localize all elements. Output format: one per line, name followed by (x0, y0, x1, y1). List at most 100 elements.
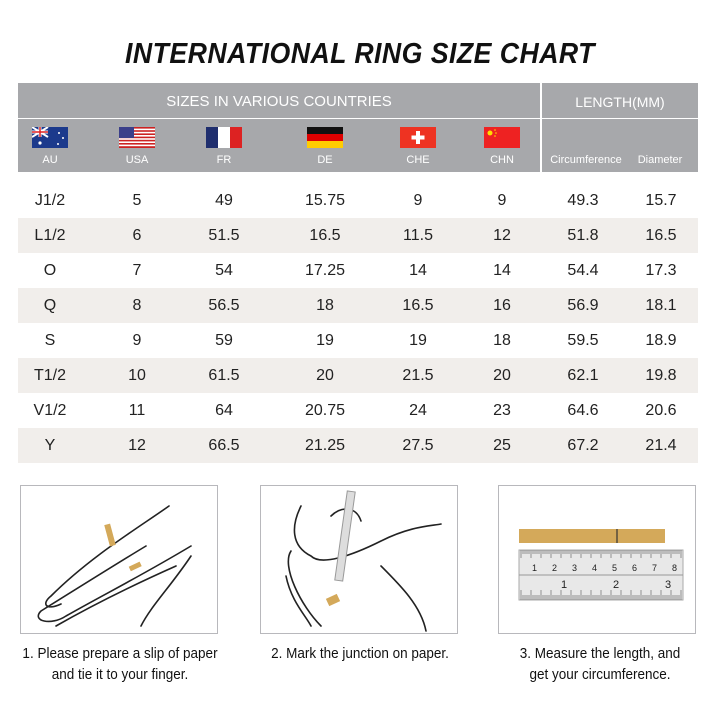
step1-caption: 1. Please prepare a slip of paper and tie… (12, 643, 228, 685)
cell-de: 21.25 (304, 437, 346, 454)
table-row: L1/2 6 51.5 16.5 11.5 12 51.8 16.5 (18, 218, 698, 253)
cell-au: S (44, 332, 56, 349)
cell-chn: 18 (493, 332, 511, 349)
cell-de: 20.75 (304, 402, 346, 419)
cell-chn: 25 (493, 437, 511, 454)
cell-che: 19 (409, 332, 427, 349)
cell-usa: 8 (132, 297, 142, 314)
cell-che: 21.5 (402, 367, 434, 384)
caption-line: 1. Please prepare a slip of paper (22, 645, 218, 662)
cell-fr: 56.5 (208, 297, 240, 314)
cell-diameter: 17.3 (645, 262, 677, 279)
cell-chn: 9 (497, 192, 507, 209)
cell-che: 27.5 (402, 437, 434, 454)
cell-au: Q (43, 297, 57, 314)
circumference-label: Circumference (550, 154, 622, 166)
page-title: INTERNATIONAL RING SIZE CHART (125, 38, 595, 70)
cell-fr: 64 (215, 402, 233, 419)
cell-au: Y (44, 437, 56, 454)
cell-usa: 9 (132, 332, 142, 349)
caption-line: 3. Measure the length, and (519, 645, 681, 662)
cell-diameter: 16.5 (645, 227, 677, 244)
cell-circumference: 67.2 (567, 437, 599, 454)
cell-fr: 54 (215, 262, 233, 279)
cell-fr: 59 (215, 332, 233, 349)
france-flag-icon (206, 127, 242, 148)
cell-au: O (43, 262, 57, 279)
cell-circumference: 59.5 (567, 332, 599, 349)
country-che: CHE (406, 154, 430, 166)
diameter-label: Diameter (637, 154, 683, 166)
cell-circumference: 62.1 (567, 367, 599, 384)
china-flag-icon (484, 127, 520, 148)
ruler-mm-label: 2 (552, 563, 557, 573)
ruler-mm-label: 4 (592, 563, 597, 573)
country-header: AU USA FR DE CHE CHN (18, 119, 540, 172)
table-row: Q 8 56.5 18 16.5 16 56.9 18.1 (18, 288, 698, 323)
cell-diameter: 20.6 (645, 402, 677, 419)
cell-chn: 14 (493, 262, 511, 279)
cell-de: 17.25 (304, 262, 346, 279)
country-au: AU (42, 154, 58, 166)
header-length: LENGTH(MM) (542, 83, 698, 118)
cell-de: 20 (316, 367, 334, 384)
cell-fr: 51.5 (208, 227, 240, 244)
ruler-mm-label: 5 (612, 563, 617, 573)
ruler-mm-label: 1 (532, 563, 537, 573)
ruler-inch-label: 1 (561, 579, 567, 591)
table-row: Y 12 66.5 21.25 27.5 25 67.2 21.4 (18, 428, 698, 463)
cell-usa: 10 (128, 367, 146, 384)
ruler-mm-label: 3 (572, 563, 577, 573)
step2-caption: 2. Mark the junction on paper. (252, 643, 468, 664)
ruler-inch-label: 2 (613, 579, 619, 591)
cell-circumference: 51.8 (567, 227, 599, 244)
ruler-inch-label: 3 (665, 579, 671, 591)
cell-diameter: 18.1 (645, 297, 677, 314)
caption-line: 2. Mark the junction on paper. (271, 645, 449, 662)
cell-diameter: 15.7 (645, 192, 677, 209)
cell-usa: 6 (132, 227, 142, 244)
country-usa: USA (125, 154, 149, 166)
germany-flag-icon (307, 127, 343, 148)
cell-che: 24 (409, 402, 427, 419)
usa-flag-icon (119, 127, 155, 148)
table-row: J1/2 5 49 15.75 9 9 49.3 15.7 (18, 183, 698, 218)
cell-chn: 12 (493, 227, 511, 244)
cell-circumference: 54.4 (567, 262, 599, 279)
cell-de: 19 (316, 332, 334, 349)
table-row: S 9 59 19 19 18 59.5 18.9 (18, 323, 698, 358)
cell-circumference: 49.3 (567, 192, 599, 209)
length-subheader: Circumference Diameter (542, 119, 698, 172)
cell-de: 16.5 (309, 227, 341, 244)
country-fr: FR (216, 154, 232, 166)
cell-usa: 5 (132, 192, 142, 209)
country-de: DE (317, 154, 333, 166)
cell-che: 16.5 (402, 297, 434, 314)
cell-diameter: 21.4 (645, 437, 677, 454)
table-row: T1/2 10 61.5 20 21.5 20 62.1 19.8 (18, 358, 698, 393)
cell-diameter: 18.9 (645, 332, 677, 349)
cell-au: J1/2 (34, 192, 66, 209)
cell-au: L1/2 (34, 227, 66, 244)
step1-illustration (20, 485, 218, 634)
cell-circumference: 64.6 (567, 402, 599, 419)
cell-au: T1/2 (33, 367, 67, 384)
cell-fr: 66.5 (208, 437, 240, 454)
ruler-mm-label: 6 (632, 563, 637, 573)
country-chn: CHN (490, 154, 514, 166)
switzerland-flag-icon (400, 127, 436, 148)
cell-fr: 49 (215, 192, 233, 209)
cell-chn: 23 (493, 402, 511, 419)
step3-caption: 3. Measure the length, and get your circu… (492, 643, 708, 685)
australia-flag-icon (32, 127, 68, 148)
cell-diameter: 19.8 (645, 367, 677, 384)
header-sizes: SIZES IN VARIOUS COUNTRIES (18, 83, 540, 118)
caption-line: and tie it to your finger. (51, 666, 189, 683)
cell-che: 9 (413, 192, 423, 209)
table-row: O 7 54 17.25 14 14 54.4 17.3 (18, 253, 698, 288)
cell-de: 15.75 (304, 192, 346, 209)
cell-fr: 61.5 (208, 367, 240, 384)
cell-che: 14 (409, 262, 427, 279)
cell-usa: 7 (132, 262, 142, 279)
